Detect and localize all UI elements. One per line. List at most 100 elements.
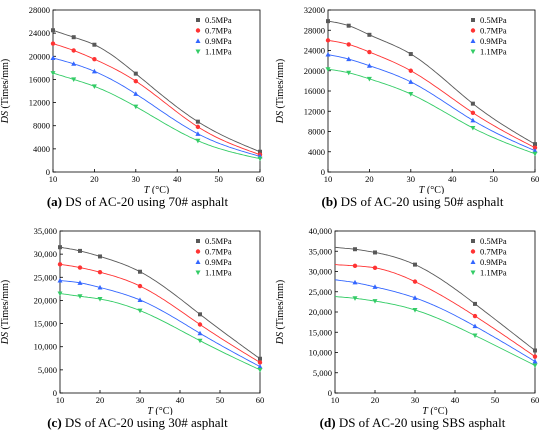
data-point [50, 71, 56, 76]
data-point [133, 91, 139, 96]
fit-curve-1.1MPa [327, 68, 536, 155]
x-tick-label: 20 [96, 395, 105, 405]
y-tick-label: 16000 [304, 86, 325, 96]
fit-curve-0.9MPa [334, 279, 536, 362]
legend-label: 1.1MPa [205, 268, 232, 278]
chart-b-caption-letter: (b) [321, 194, 338, 209]
fit-curve-0.5MPa [59, 246, 261, 360]
x-tick-label: 30 [411, 395, 420, 405]
x-tick-label: 50 [214, 174, 223, 184]
data-point [71, 77, 77, 83]
data-point [258, 149, 262, 154]
data-point [408, 52, 413, 57]
data-point [346, 70, 352, 76]
legend-marker [470, 249, 476, 254]
data-point [533, 348, 537, 353]
x-tick-label: 60 [531, 395, 540, 405]
fit-curve-1.1MPa [334, 296, 536, 366]
y-tick-label: 10,000 [34, 342, 57, 352]
chart-a-caption-letter: (a) [46, 194, 63, 209]
legend-marker [470, 259, 476, 264]
data-point [197, 322, 203, 327]
data-point [97, 284, 103, 290]
fit-curve-0.7MPa [52, 43, 261, 156]
legend-marker [470, 28, 476, 33]
legend-label: 0.9MPa [205, 36, 232, 46]
y-tick-label: 20,000 [34, 295, 57, 305]
legend-marker [470, 49, 476, 55]
data-point [138, 269, 142, 274]
legend-label: 1.1MPa [205, 47, 232, 57]
data-point [197, 330, 203, 336]
data-point [91, 84, 97, 89]
data-point [372, 299, 378, 304]
data-point [346, 42, 351, 47]
x-tick-label: 60 [531, 174, 540, 184]
x-axis-label: T (°C) [422, 406, 447, 415]
x-tick-label: 40 [173, 174, 182, 184]
data-point [50, 55, 56, 61]
data-point [408, 92, 414, 97]
data-point [372, 265, 378, 271]
x-axis-label-var: T [419, 185, 426, 194]
chart-b-svg: 10 20 30 40 50 60 0 4000 8000 12000 16000 20000 2400… [275, 5, 540, 194]
data-point [353, 247, 357, 252]
x-tick-label: 60 [256, 174, 265, 184]
data-point [137, 297, 143, 302]
data-point [532, 354, 538, 359]
data-point [71, 35, 76, 40]
data-point [92, 56, 97, 62]
y-axis-label: DS (Times/mm) [275, 59, 286, 124]
y-tick-label: 20000 [304, 66, 325, 76]
data-point [97, 297, 103, 302]
data-point [532, 151, 538, 157]
y-tick-label: 8000 [33, 121, 50, 131]
x-axis-label-unit: (°C) [424, 185, 444, 194]
data-point [367, 32, 372, 37]
y-tick-label: 8000 [308, 127, 325, 137]
y-tick-label: 40,000 [309, 226, 332, 236]
y-tick-label: 12000 [29, 98, 50, 108]
chart-d-caption: (d) DS of AC-20 using SBS asphalt [275, 415, 550, 431]
x-tick-label: 20 [90, 174, 99, 184]
data-point [198, 312, 202, 317]
data-point [413, 262, 417, 267]
fit-curve-0.5MPa [52, 29, 261, 153]
data-point [97, 269, 103, 275]
y-tick-label: 0 [321, 167, 325, 177]
data-point [366, 76, 372, 82]
data-point [195, 119, 200, 124]
chart-d-caption-text: DS of AC-20 using SBS asphalt [338, 415, 506, 430]
fit-curve-0.7MPa [334, 264, 536, 357]
x-tick-label: 30 [407, 174, 416, 184]
x-tick-label: 10 [331, 395, 340, 405]
plot-frame [52, 9, 261, 173]
data-point [133, 71, 138, 76]
chart-panel-b: 10 20 30 40 50 60 0 4000 8000 12000 16000 20000 2400… [275, 0, 550, 220]
data-point [325, 67, 331, 72]
x-tick-label: 30 [136, 395, 145, 405]
chart-c-svg: 10 20 30 40 50 60 0 5,000 10,000 15,000 20,000 25,0… [0, 226, 264, 415]
x-tick-label: 50 [216, 395, 225, 405]
legend-label: 1.1MPa [480, 268, 507, 278]
data-point [408, 79, 414, 84]
data-point [470, 101, 475, 106]
y-tick-label: 30,000 [34, 249, 57, 259]
data-point [92, 42, 97, 47]
y-tick-label: 4000 [308, 147, 325, 157]
y-axis-label-unit: (Times/mm) [0, 59, 11, 111]
data-point [532, 363, 538, 369]
y-axis-label-var: DS [275, 111, 286, 124]
legend-marker [195, 38, 201, 43]
x-axis-label: T (°C) [419, 185, 444, 194]
y-axis-label: DS (Times/mm) [0, 280, 11, 345]
legend-label: 0.7MPa [205, 26, 232, 36]
data-point [412, 279, 418, 284]
data-point [470, 110, 476, 115]
y-tick-label: 24000 [304, 46, 325, 56]
legend-label: 1.1MPa [480, 47, 507, 57]
x-axis-label-unit: (°C) [428, 406, 448, 415]
data-point [51, 28, 55, 33]
data-point [71, 48, 76, 53]
fit-curve-0.9MPa [52, 57, 261, 157]
